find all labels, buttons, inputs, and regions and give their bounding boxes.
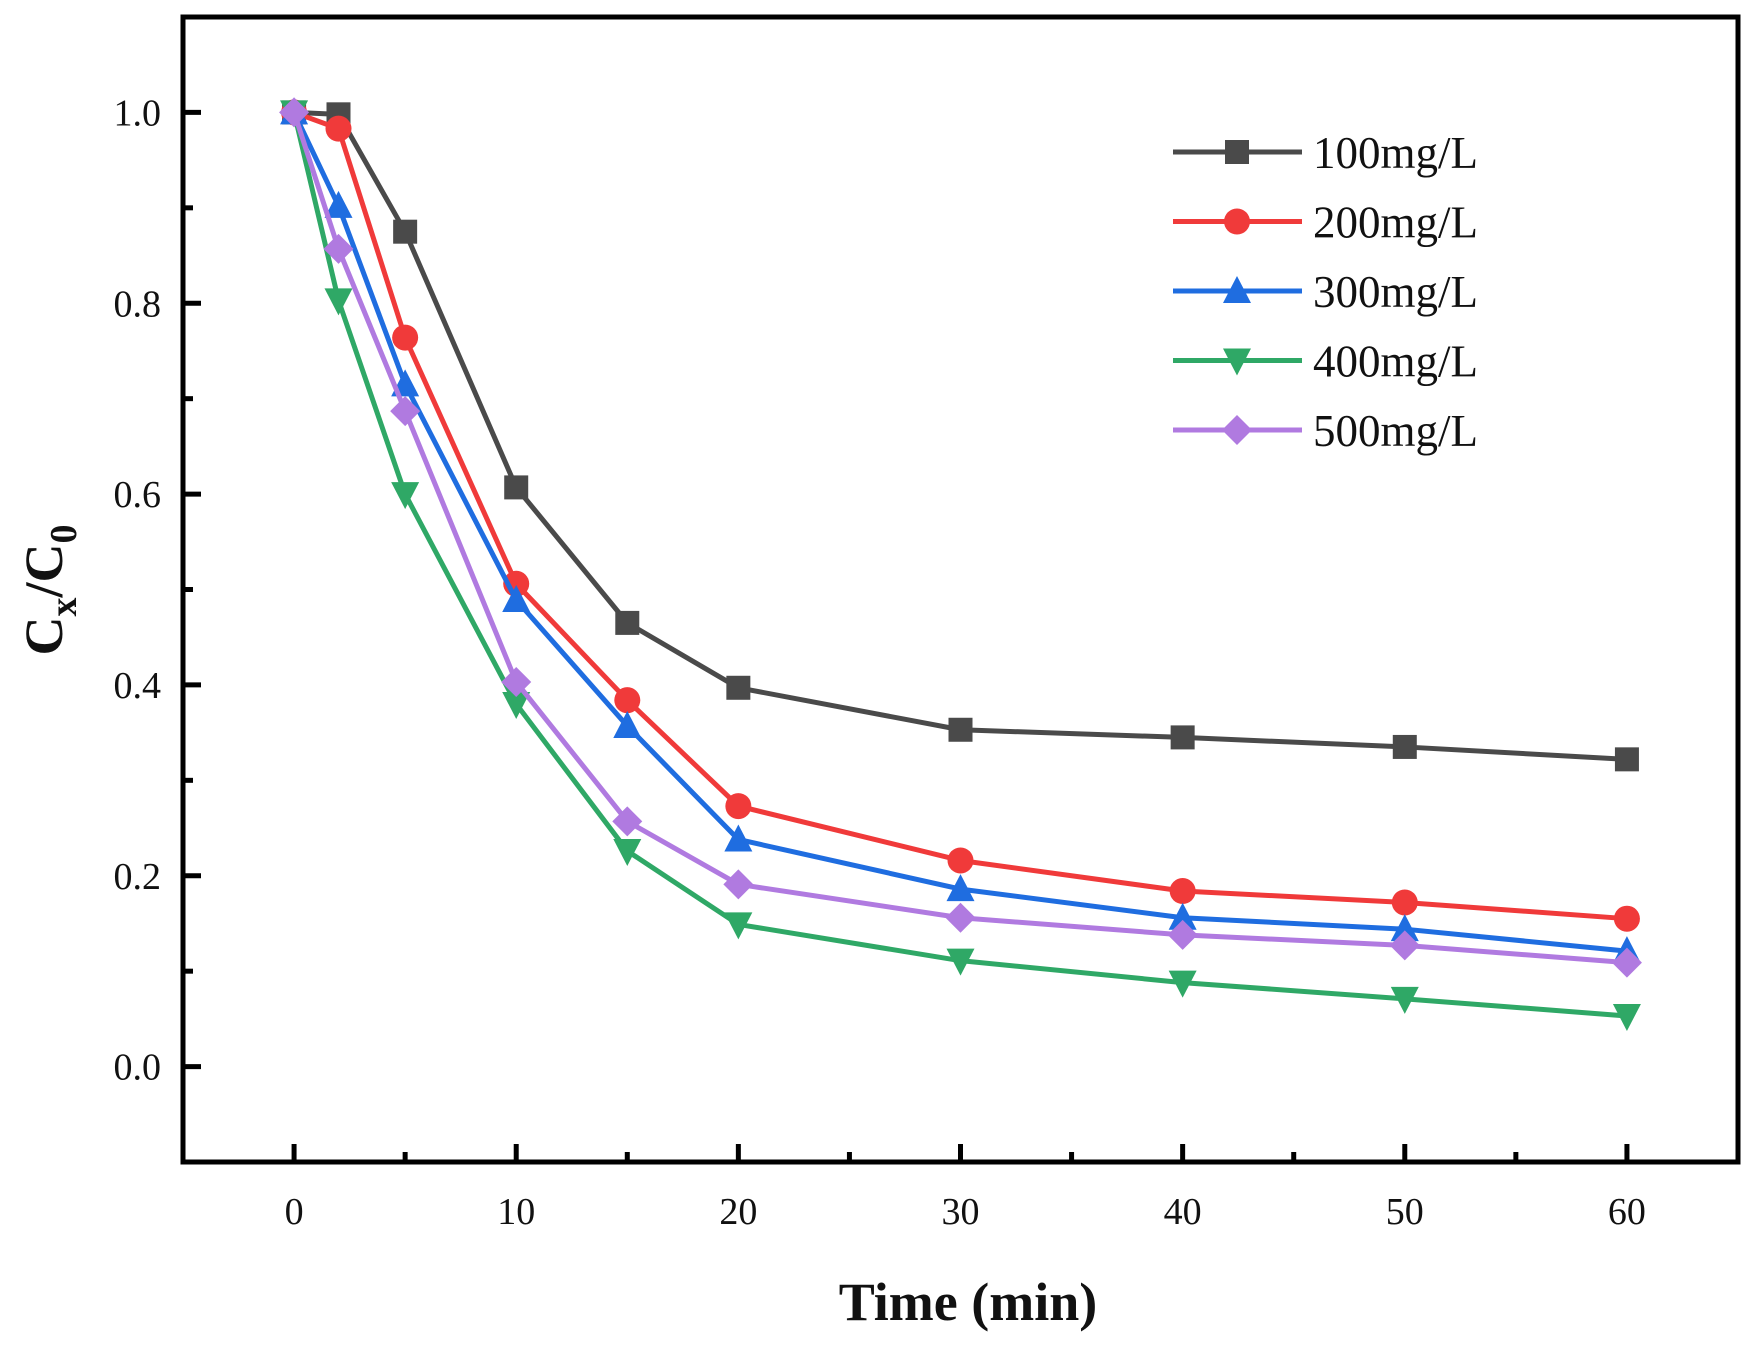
data-point	[613, 710, 642, 738]
y-tick-label: 0.8	[114, 283, 162, 325]
data-point	[324, 288, 353, 316]
data-point	[724, 824, 753, 852]
legend-item: 300mg/L	[1173, 267, 1478, 317]
series-400mgl	[280, 100, 1641, 1032]
x-tick-label: 50	[1386, 1191, 1424, 1233]
y-tick-label: 0.2	[114, 856, 162, 898]
data-point	[945, 902, 976, 933]
y-tick-label: 0.6	[114, 474, 162, 516]
data-point	[391, 482, 420, 510]
x-tick-label: 10	[497, 1191, 535, 1233]
data-point	[1167, 919, 1198, 950]
data-point	[504, 475, 529, 500]
x-tick-label: 20	[719, 1191, 757, 1233]
axes: 0 10 20 30 40 50 60 0.0 0.2 0.4 0.6 0.8 1.0	[114, 14, 1741, 1233]
legend-label: 500mg/L	[1313, 406, 1478, 456]
series-line	[293, 109, 1628, 762]
data-point	[1613, 905, 1640, 932]
legend-item: 200mg/L	[1173, 198, 1478, 248]
y-tick-label: 1.0	[114, 92, 162, 134]
legend-marker	[1225, 140, 1249, 164]
data-point	[1614, 747, 1639, 772]
data-point	[1170, 725, 1195, 750]
legend-item: 500mg/L	[1173, 406, 1478, 456]
legend-marker	[1223, 276, 1251, 303]
data-point	[1611, 947, 1642, 978]
legend-label: 100mg/L	[1313, 128, 1478, 178]
x-axis-title: Time (min)	[839, 1272, 1097, 1332]
data-point	[613, 838, 642, 866]
data-point	[948, 717, 973, 742]
x-tick-label: 0	[285, 1191, 304, 1233]
y-axis-title: Cx/C0	[14, 525, 85, 656]
data-point	[946, 948, 975, 976]
series-line	[291, 111, 1628, 954]
legend-item: 100mg/L	[1173, 128, 1478, 178]
series-line	[291, 111, 1628, 966]
data-point	[1612, 1004, 1641, 1032]
legend-label: 300mg/L	[1313, 267, 1478, 317]
series-500mgl	[279, 97, 1642, 978]
series-group	[279, 97, 1642, 1032]
data-point	[392, 324, 419, 351]
data-point	[614, 687, 641, 714]
data-point	[279, 97, 310, 128]
data-point	[324, 190, 353, 218]
data-point	[1168, 902, 1197, 930]
series-line	[291, 111, 1628, 1019]
y-tick-label: 0.0	[114, 1047, 162, 1089]
data-point	[1389, 930, 1420, 961]
data-point	[725, 793, 752, 820]
data-point	[501, 667, 532, 698]
data-point	[946, 874, 975, 902]
data-point	[947, 847, 974, 874]
data-point	[390, 396, 421, 427]
data-point	[393, 219, 418, 244]
data-point	[1168, 970, 1197, 998]
legend-item: 400mg/L	[1173, 337, 1478, 387]
x-tick-label: 60	[1608, 1191, 1646, 1233]
x-tick-label: 40	[1164, 1191, 1202, 1233]
legend-marker	[1223, 348, 1251, 376]
legend-marker	[1224, 208, 1250, 235]
data-point	[1390, 986, 1419, 1014]
data-point	[612, 806, 643, 837]
data-point	[502, 692, 531, 719]
data-point	[1392, 734, 1417, 759]
legend-label: 400mg/L	[1313, 337, 1478, 387]
data-point	[1169, 878, 1196, 905]
data-point	[1391, 889, 1418, 916]
legend-label: 200mg/L	[1313, 198, 1478, 248]
data-point	[1390, 914, 1419, 942]
data-point	[615, 610, 640, 635]
data-point	[323, 233, 354, 264]
legend-marker	[1222, 415, 1252, 445]
series-line	[293, 110, 1628, 922]
y-tick-label: 0.4	[114, 665, 162, 707]
data-point	[325, 115, 352, 142]
data-point	[723, 869, 754, 900]
legend: 100mg/L 200mg/L 300mg/L 400mg/L 500mg/L	[1173, 128, 1478, 456]
data-point	[726, 675, 751, 700]
x-tick-label: 30	[942, 1191, 980, 1233]
data-point	[724, 912, 753, 940]
plot-frame	[180, 14, 1741, 1165]
data-point	[502, 584, 531, 612]
